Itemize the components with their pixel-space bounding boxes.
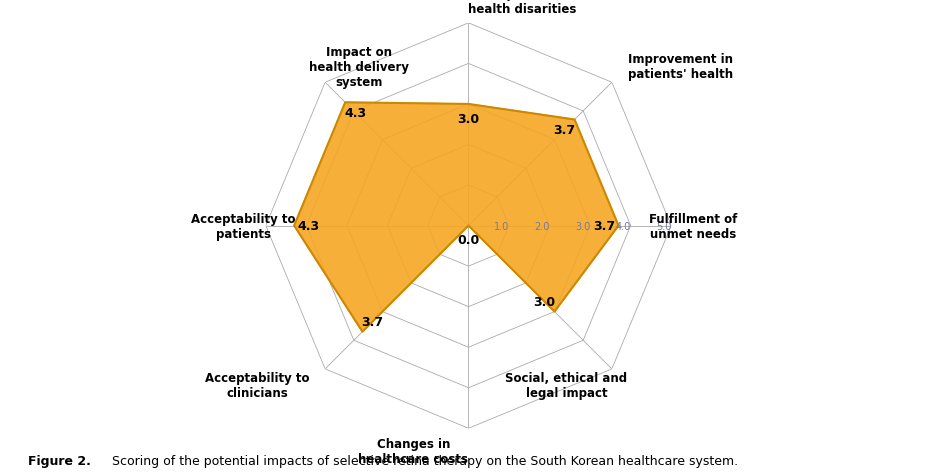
Text: Changes in
healthcare costs: Changes in healthcare costs (358, 436, 468, 465)
Text: 5.0: 5.0 (655, 221, 670, 231)
Text: 3.0: 3.0 (575, 221, 590, 231)
Text: 3.7: 3.7 (592, 219, 615, 233)
Text: 0.0: 0.0 (457, 234, 479, 247)
Text: Fulfillment of
unmet needs: Fulfillment of unmet needs (649, 212, 737, 240)
Polygon shape (294, 103, 618, 332)
Text: 4.3: 4.3 (297, 219, 319, 233)
Text: Social, ethical and
legal impact: Social, ethical and legal impact (505, 371, 627, 399)
Text: Impact on
health disarities: Impact on health disarities (468, 0, 577, 16)
Text: 3.0: 3.0 (533, 296, 555, 308)
Text: Figure 2.: Figure 2. (28, 454, 91, 467)
Text: Scoring of the potential impacts of selective retina therapy on the South Korean: Scoring of the potential impacts of sele… (108, 454, 737, 467)
Text: 4.3: 4.3 (344, 107, 366, 119)
Text: Acceptability to
clinicians: Acceptability to clinicians (205, 371, 309, 399)
Text: Impact on
health delivery
system: Impact on health delivery system (309, 46, 409, 89)
Text: Improvement in
patients' health: Improvement in patients' health (627, 53, 732, 81)
Text: 2.0: 2.0 (534, 221, 549, 231)
Text: Acceptability to
patients: Acceptability to patients (191, 212, 296, 240)
Text: 3.0: 3.0 (457, 112, 479, 125)
Text: 3.7: 3.7 (553, 124, 575, 137)
Text: 1.0: 1.0 (493, 221, 508, 231)
Text: 3.7: 3.7 (361, 316, 383, 328)
Text: 4.0: 4.0 (615, 221, 630, 231)
